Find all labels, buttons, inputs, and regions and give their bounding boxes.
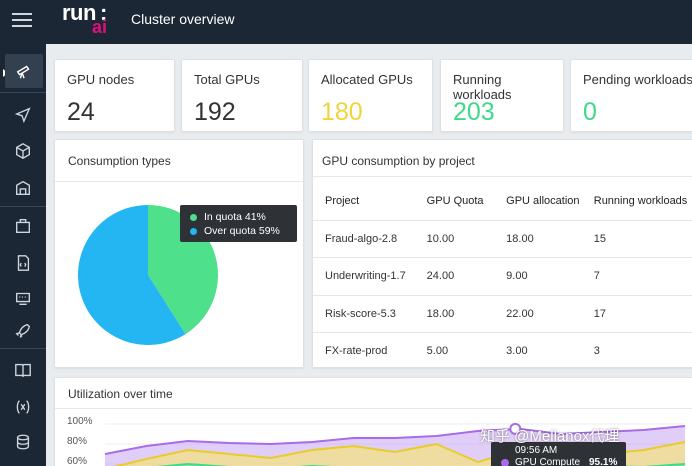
kpi-label: Allocated GPUs <box>321 72 413 87</box>
kpi-value: 0 <box>583 98 597 126</box>
kpi-label: GPU nodes <box>67 72 135 87</box>
series-line-0[interactable] <box>105 425 685 455</box>
kpi-value: 203 <box>453 98 495 126</box>
sidebar-item-cube[interactable] <box>0 134 46 168</box>
series-line-2[interactable] <box>105 462 685 466</box>
app-logo[interactable]: run : ai <box>62 0 118 40</box>
page-title: Cluster overview <box>131 11 235 27</box>
logo-colon: : <box>100 0 108 25</box>
tooltip-series-label: GPU Compute <box>515 457 581 466</box>
kpi-card-pending-workloads: Pending workloads 0 <box>570 59 692 132</box>
sidebar-item-building[interactable] <box>0 171 46 205</box>
table-cell: 10.00 <box>414 220 495 258</box>
variable-icon <box>16 400 30 414</box>
cube-icon <box>16 143 30 159</box>
kpi-card-running-workloads: Running workloads 203 <box>440 59 564 132</box>
table-header-row: Project GPU Quota GPU allocation Running… <box>313 183 692 221</box>
telescope-icon <box>16 65 30 79</box>
sidebar-item-send[interactable] <box>0 97 46 131</box>
sidebar-item-keyboard[interactable] <box>0 281 46 315</box>
y-tick-label: 100% <box>67 416 93 427</box>
kpi-label: Running workloads <box>453 72 512 102</box>
menu-icon[interactable] <box>12 10 32 30</box>
sidebar <box>0 44 46 466</box>
table-row[interactable]: FX-rate-prod 5.00 3.00 3 <box>313 332 692 367</box>
kpi-value: 180 <box>321 98 363 126</box>
table-cell: 22.00 <box>494 295 582 333</box>
kpi-card-gpu-nodes: GPU nodes 24 <box>54 59 175 132</box>
sidebar-item-rocket[interactable] <box>0 314 46 348</box>
kpi-value: 192 <box>194 98 236 126</box>
tooltip-row-over-quota: Over quota 59% <box>190 224 280 238</box>
logo-run: run <box>62 0 96 25</box>
sidebar-item-briefcase[interactable] <box>0 209 46 243</box>
table-cell: FX-rate-prod <box>313 332 415 367</box>
pie-slice-over-quota[interactable] <box>77 205 186 345</box>
table-cell: 18.00 <box>414 295 495 333</box>
tooltip-label: In quota 41% <box>204 211 266 223</box>
legend-dot-icon <box>501 459 509 466</box>
book-icon <box>15 363 31 378</box>
hover-point-0[interactable] <box>509 422 522 435</box>
y-tick-label: 80% <box>67 436 88 447</box>
logo-ai: ai <box>92 17 108 37</box>
table-cell: 17 <box>581 295 692 333</box>
tooltip-time: 09:56 AM <box>515 445 558 456</box>
table-cell: Fraud-algo-2.8 <box>313 220 415 258</box>
sidebar-item-database[interactable] <box>0 425 46 459</box>
database-icon <box>16 434 30 450</box>
table-row[interactable]: Underwriting-1.7 24.00 9.00 7 <box>313 257 692 296</box>
tooltip-label: Over quota 59% <box>204 225 280 237</box>
rocket-icon <box>15 323 31 338</box>
column-header[interactable]: Project <box>313 183 415 221</box>
table-row[interactable]: Risk-score-5.3 18.00 22.00 17 <box>313 295 692 333</box>
gpu-consumption-panel: GPU consumption by project Project GPU Q… <box>312 139 692 368</box>
kpi-label: Pending workloads <box>583 72 692 87</box>
kpi-value: 24 <box>67 98 95 126</box>
table-cell: 7 <box>581 257 692 296</box>
top-bar: run : ai Cluster overview <box>0 0 692 44</box>
legend-dot-icon <box>190 227 197 235</box>
table-row[interactable]: Fraud-algo-2.8 10.00 18.00 15 <box>313 220 692 258</box>
utilization-tooltip: 09:56 AM GPU Compute 95.1% <box>491 442 626 466</box>
watermark: 知乎 @Mellanox代理 <box>480 428 620 445</box>
table-cell: Underwriting-1.7 <box>313 257 415 296</box>
pie-tooltip: In quota 41% Over quota 59% <box>180 205 297 242</box>
sidebar-item-variable[interactable] <box>0 390 46 424</box>
panel-title: Utilization over time <box>68 387 173 401</box>
kpi-card-allocated-gpus: Allocated GPUs 180 <box>308 59 433 132</box>
project-table: Project GPU Quota GPU allocation Running… <box>313 183 692 367</box>
briefcase-icon <box>16 219 30 233</box>
sidebar-item-book[interactable] <box>0 353 46 387</box>
column-header[interactable]: GPU Quota <box>414 183 495 221</box>
tooltip-series-value: 95.1% <box>589 457 618 466</box>
table-cell: 9.00 <box>494 257 582 296</box>
panel-title: GPU consumption by project <box>322 154 475 168</box>
sidebar-item-notebook[interactable] <box>0 246 46 280</box>
sidebar-item-overview[interactable] <box>5 54 43 88</box>
notebook-icon <box>17 255 30 271</box>
table-cell: 24.00 <box>414 257 495 296</box>
y-tick-label: 60% <box>67 456 88 466</box>
legend-dot-icon <box>190 213 197 221</box>
keyboard-icon <box>16 292 30 305</box>
table-cell: Risk-score-5.3 <box>313 295 415 333</box>
table-cell: 18.00 <box>494 220 582 258</box>
tooltip-row-in-quota: In quota 41% <box>190 210 266 224</box>
consumption-types-panel: Consumption types <box>54 139 304 368</box>
kpi-card-total-gpus: Total GPUs 192 <box>181 59 303 132</box>
column-header[interactable]: Running workloads <box>581 183 692 221</box>
table-cell: 3 <box>581 332 692 367</box>
kpi-label: Total GPUs <box>194 72 260 87</box>
column-header[interactable]: GPU allocation <box>494 183 582 221</box>
table-cell: 3.00 <box>494 332 582 367</box>
building-icon <box>16 180 30 195</box>
send-icon <box>14 107 31 123</box>
table-cell: 15 <box>581 220 692 258</box>
table-cell: 5.00 <box>414 332 495 367</box>
panel-title: Consumption types <box>68 154 171 168</box>
